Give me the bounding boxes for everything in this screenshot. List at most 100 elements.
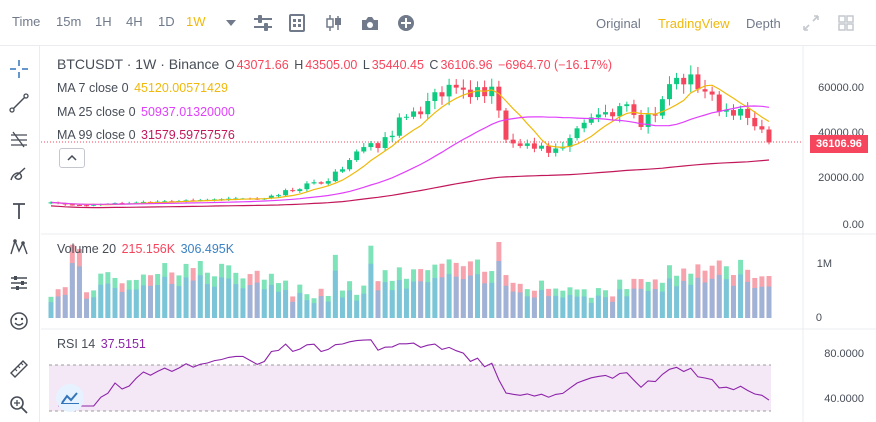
volume-ma-bar <box>226 278 232 318</box>
volume-ma-bar <box>403 288 409 318</box>
volume-ma-bar <box>425 282 431 318</box>
candle <box>339 169 345 172</box>
volume-ma-bar <box>389 290 395 318</box>
volume-ma-bar <box>730 285 736 318</box>
volume-ma-bar <box>681 280 687 318</box>
ma99-value: 31579.59757576 <box>141 128 235 142</box>
view-tradingview[interactable]: TradingView <box>658 16 730 31</box>
interval-1d[interactable]: 1D <box>158 14 175 29</box>
pattern-icon[interactable] <box>6 234 32 260</box>
candle <box>652 114 658 116</box>
volume-ma-bar <box>254 282 260 318</box>
candle <box>524 143 530 146</box>
candle <box>382 137 388 149</box>
candle <box>745 108 751 118</box>
settings-sliders-icon[interactable] <box>252 12 274 34</box>
candle <box>531 143 537 149</box>
interval-4h[interactable]: 4H <box>126 14 143 29</box>
grid-layout-icon[interactable] <box>835 12 857 34</box>
candle <box>539 145 545 149</box>
candle <box>638 114 644 127</box>
text-icon[interactable] <box>6 198 32 224</box>
candle <box>595 114 601 118</box>
volume-ma-bar <box>595 295 601 318</box>
interval-15m[interactable]: 15m <box>56 14 82 29</box>
volume-ma-bar <box>411 281 417 318</box>
time-label[interactable]: Time <box>12 14 41 29</box>
volume-ma-bar <box>197 275 203 318</box>
volume-ma-bar <box>112 287 118 318</box>
camera-icon[interactable] <box>359 12 381 34</box>
view-depth[interactable]: Depth <box>746 16 781 31</box>
volume-ma-bar <box>290 301 296 318</box>
volume-ma-bar <box>432 277 438 318</box>
volume-ma-bar <box>674 286 680 318</box>
candle <box>666 84 672 100</box>
volume-ma-bar <box>539 289 545 318</box>
candle <box>290 190 296 192</box>
volume-ma-bar <box>652 289 658 318</box>
candle <box>332 171 338 182</box>
volume-ma-bar <box>382 282 388 318</box>
candle-type-icon[interactable] <box>323 12 345 34</box>
volume-ma-bar <box>446 274 452 318</box>
trend-line-icon[interactable] <box>6 90 32 116</box>
volume-ma-bar <box>133 289 139 318</box>
low-label: L <box>362 58 370 72</box>
volume-ma-bar <box>162 276 168 318</box>
volume-ma-bar <box>297 292 303 318</box>
low-value: 35440.45 <box>371 58 424 72</box>
candle <box>91 204 97 206</box>
volume-ma-bar <box>62 294 68 318</box>
emoji-icon[interactable] <box>6 308 32 334</box>
zoom-icon[interactable] <box>6 392 32 418</box>
volume-ma-bar <box>759 286 765 318</box>
candle <box>396 117 402 136</box>
measure-icon[interactable] <box>6 270 32 296</box>
volume-ma-bar <box>624 296 630 318</box>
crosshair-icon[interactable] <box>6 56 32 82</box>
chart-area[interactable]: BTCUSDT · 1W · Binance O 43071.66 H 43505.… <box>41 46 876 422</box>
volume-legend: Volume 20 215.156K 306.495K <box>57 242 236 256</box>
volume-ma-bar <box>204 284 210 318</box>
volume-ma-bar <box>439 277 445 318</box>
volume-ma-bar <box>531 297 537 318</box>
candle <box>275 195 281 197</box>
brush-icon[interactable] <box>6 162 32 188</box>
volume-ma-bar <box>368 263 374 318</box>
change-value: −6964.70 (−16.17%) <box>498 58 613 72</box>
candle <box>140 201 146 203</box>
ma7-legend: MA 7 close 0 45120.00571429 <box>57 81 230 95</box>
interval-1w[interactable]: 1W <box>186 14 206 29</box>
ma25-line <box>50 105 770 205</box>
indicators-icon[interactable] <box>286 12 308 34</box>
drawing-tools-sidebar <box>0 46 40 422</box>
volume-ma-bar <box>524 296 530 318</box>
candle <box>659 99 665 116</box>
chevron-down-icon[interactable] <box>220 12 242 34</box>
add-icon[interactable] <box>395 12 417 34</box>
rsi-tick-40: 40.0000 <box>824 393 864 405</box>
volume-ma-bar <box>69 263 75 318</box>
fullscreen-icon[interactable] <box>800 12 822 34</box>
volume-ma-bar <box>140 285 146 318</box>
volume-ma-bar <box>482 283 488 318</box>
interval-1h[interactable]: 1H <box>95 14 112 29</box>
chart-canvas[interactable] <box>41 46 876 422</box>
volume-ma-bar <box>347 290 353 318</box>
volume-ma-bar <box>354 300 360 318</box>
fib-tool-icon[interactable] <box>6 126 32 152</box>
candle <box>354 151 360 161</box>
volume-value-2: 306.495K <box>180 242 235 256</box>
volume-ma-bar <box>212 286 217 318</box>
candle <box>467 89 473 98</box>
volume-ma-bar <box>339 297 345 318</box>
volume-ma-bar <box>361 293 367 318</box>
volume-ma-bar <box>247 285 253 318</box>
ruler-icon[interactable] <box>6 356 32 382</box>
volume-ma-bar <box>560 297 566 318</box>
candle <box>162 201 168 203</box>
collapse-legend-button[interactable] <box>59 148 85 168</box>
candle <box>702 89 708 92</box>
view-original[interactable]: Original <box>596 16 641 31</box>
